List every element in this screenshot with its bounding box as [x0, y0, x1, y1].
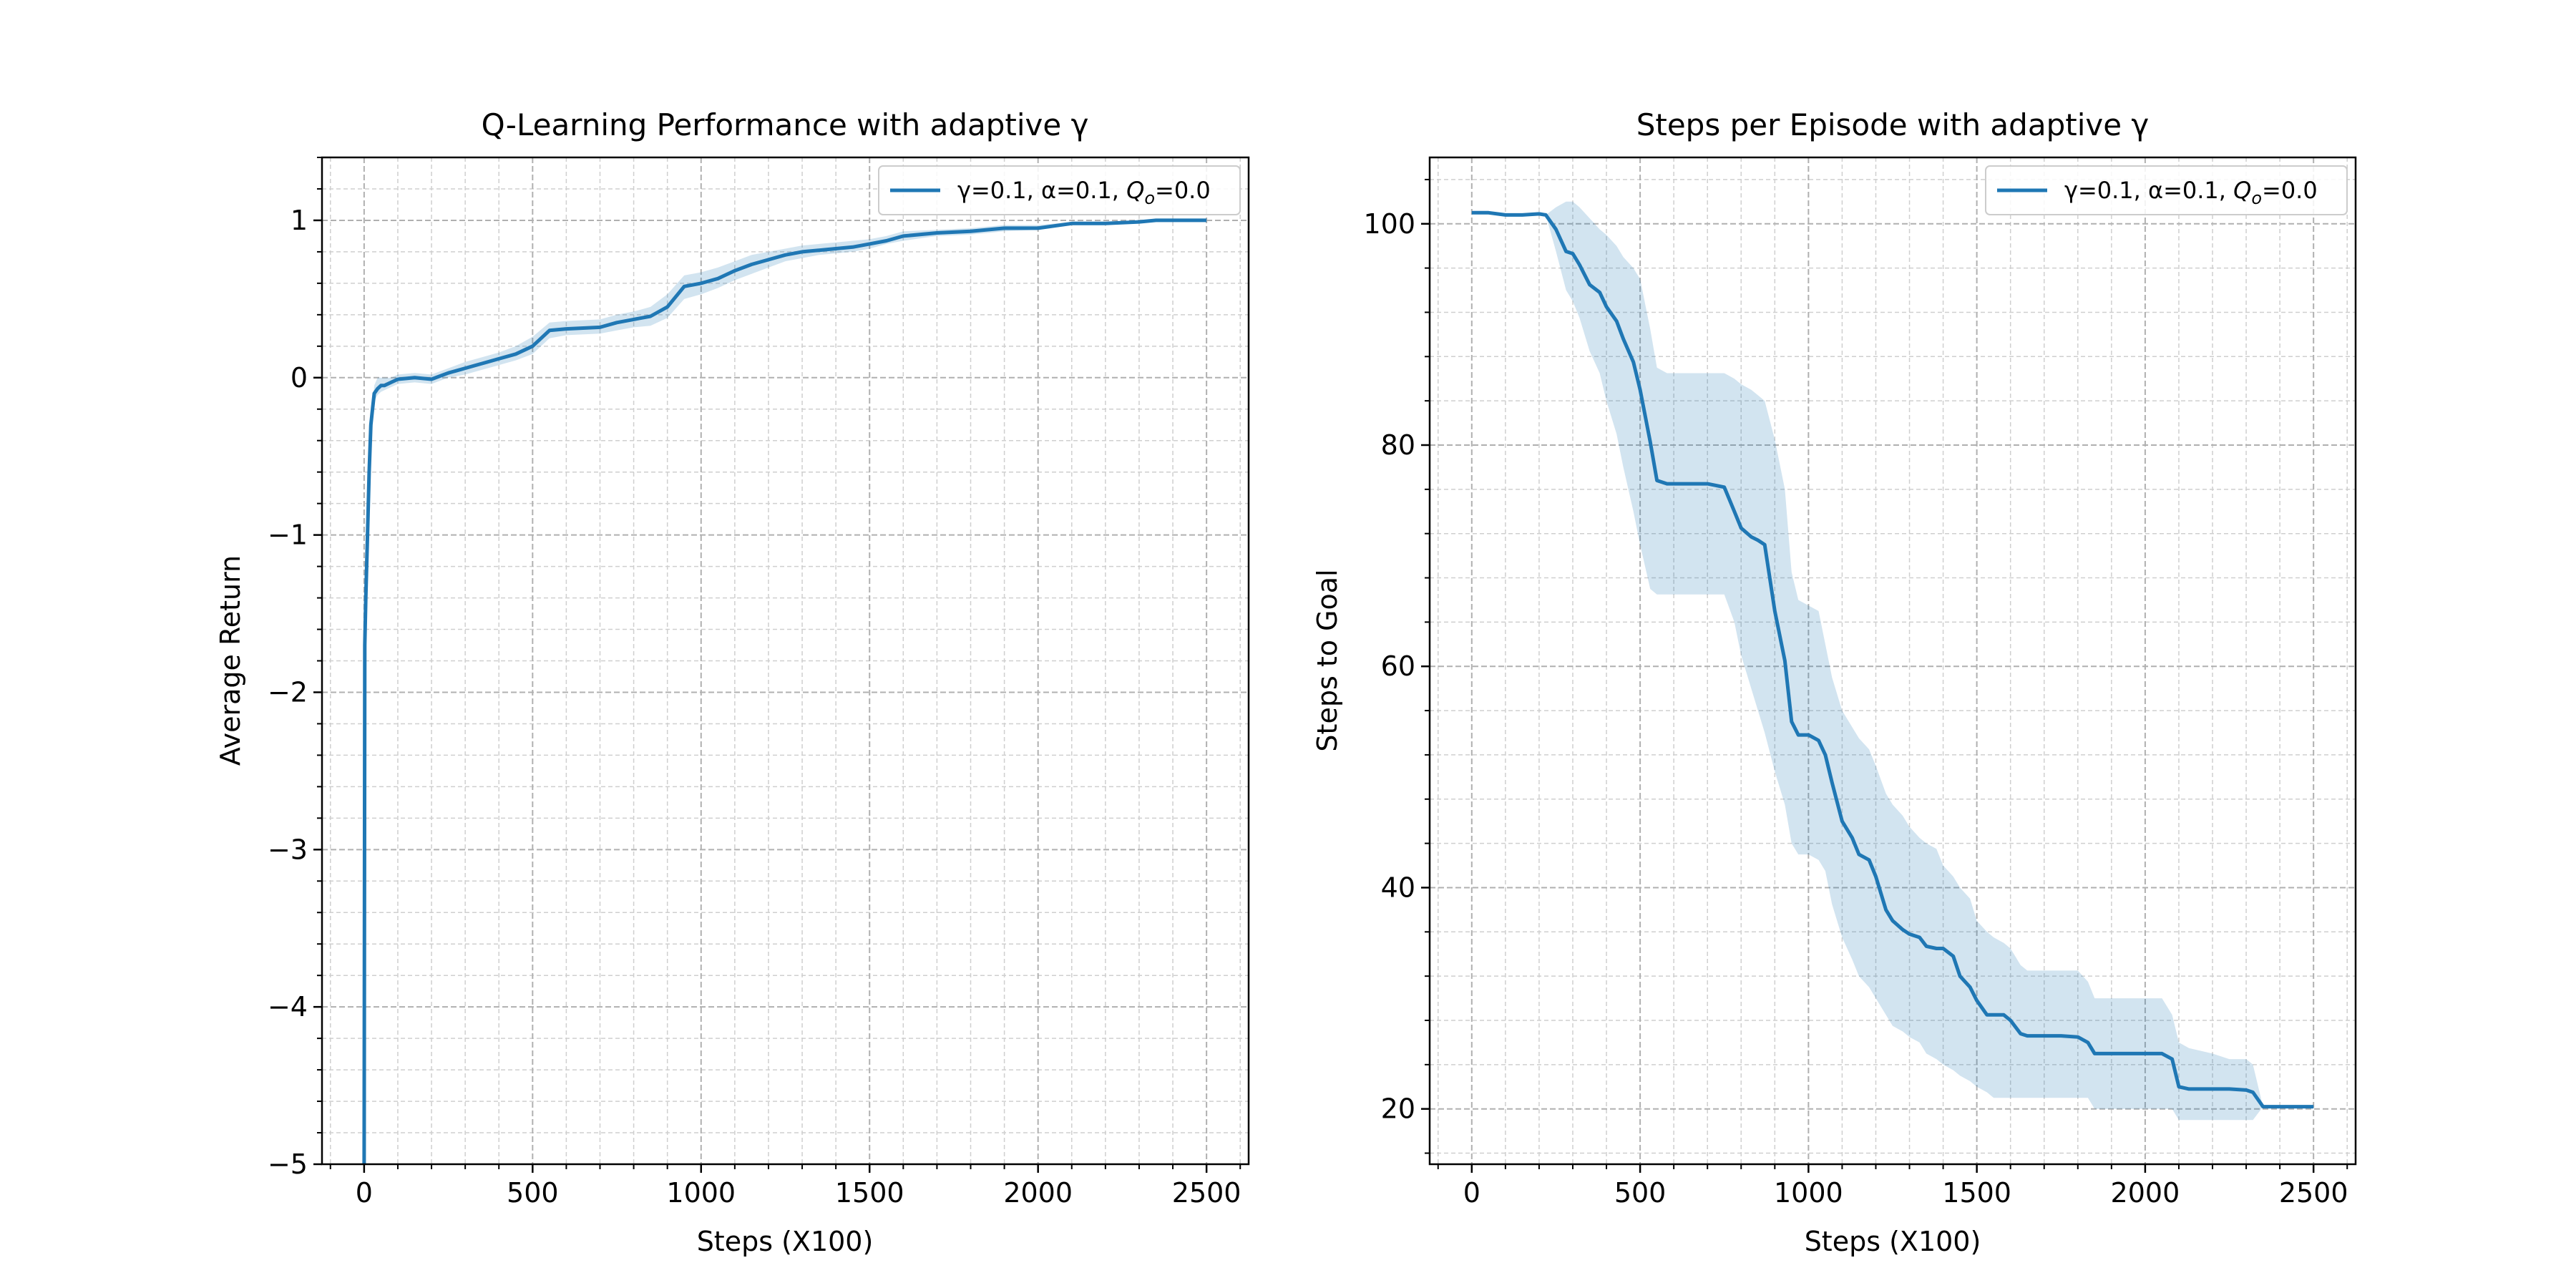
major-grid: [322, 157, 1249, 1165]
x-tick-label: 1500: [1942, 1177, 2011, 1209]
legend-label: γ=0.1, α=0.1, Qo=0.0: [957, 177, 1211, 208]
x-tick-label: 500: [1614, 1177, 1667, 1209]
minor-grid: [322, 157, 1249, 1164]
chart-title: Q-Learning Performance with adaptive γ: [482, 107, 1089, 142]
y-tick-label: −5: [268, 1148, 308, 1180]
y-tick-label: 20: [1381, 1093, 1415, 1125]
confidence-band: [1471, 201, 2314, 1121]
series-lines: [362, 218, 1207, 1165]
legend: γ=0.1, α=0.1, Qo=0.0: [1985, 165, 2348, 215]
confidence-band-area: [1471, 201, 2314, 1121]
legend-label-suffix: =0.0: [2262, 177, 2318, 204]
y-tick-label: 1: [291, 205, 308, 236]
x-tick-label: 1000: [666, 1177, 736, 1209]
y-tick-label: −1: [268, 519, 308, 551]
axes-frame: [1428, 156, 2357, 1166]
legend-box: [1985, 165, 2348, 215]
y-tick-label: 60: [1381, 650, 1415, 682]
y-axis-label: Steps to Goal: [1312, 569, 1343, 751]
chart-title: Steps per Episode with adaptive γ: [1636, 107, 2150, 142]
x-tick-label: 1500: [835, 1177, 904, 1209]
y-tick-label: 40: [1381, 872, 1415, 903]
y-tick-label: 100: [1363, 208, 1415, 240]
x-tick-label: 0: [1463, 1177, 1480, 1209]
legend-label-prefix: γ=0.1, α=0.1,: [957, 177, 1126, 204]
major-grid: [1430, 157, 2356, 1164]
y-tick-label: −3: [268, 834, 308, 865]
legend-label-math: Q: [1126, 177, 1144, 204]
legend-label-subscript: o: [2251, 188, 2262, 208]
legend-label-prefix: γ=0.1, α=0.1,: [2064, 177, 2233, 204]
legend-label-suffix: =0.0: [1155, 177, 1211, 204]
x-axis-label: Steps (X100): [697, 1226, 874, 1257]
axes-frame-rect: [1428, 156, 2357, 1166]
x-ticks: 0 500 1000 1500 2000 2500: [329, 1164, 1241, 1209]
legend-box: [878, 165, 1241, 215]
x-tick-label: 2500: [2279, 1177, 2348, 1209]
series-lines: [1471, 210, 2314, 1109]
x-tick-label: 2000: [1003, 1177, 1073, 1209]
legend-label: γ=0.1, α=0.1, Qo=0.0: [2064, 177, 2318, 208]
y-ticks: 20 40 60 80 100: [1363, 178, 1430, 1154]
legend-label-math: Q: [2233, 177, 2251, 204]
y-ticks: −5 −4 −3 −2 −1 0 1: [268, 157, 322, 1180]
y-tick-label: 80: [1381, 429, 1415, 461]
legend: γ=0.1, α=0.1, Qo=0.0: [878, 165, 1241, 215]
minor-grid: [1430, 157, 2356, 1164]
y-tick-label: −4: [268, 991, 308, 1023]
x-tick-label: 500: [507, 1177, 559, 1209]
x-tick-label: 2000: [2111, 1177, 2180, 1209]
chart-panel-returns: 0 500 1000 1500 2000 2500 −5 −4 −3 −2 −1 0 1 Q-Lear…: [215, 107, 1250, 1257]
x-ticks: 0 500 1000 1500 2000 2500: [1437, 1164, 2348, 1209]
series-line: [1471, 210, 2314, 1109]
x-tick-label: 2500: [1172, 1177, 1241, 1209]
series-line: [362, 218, 1207, 1165]
x-tick-label: 0: [356, 1177, 373, 1209]
legend-label-subscript: o: [1144, 188, 1155, 208]
y-tick-label: −2: [268, 676, 308, 708]
y-tick-label: 0: [291, 362, 308, 394]
x-tick-label: 1000: [1774, 1177, 1843, 1209]
y-axis-label: Average Return: [215, 555, 246, 766]
x-axis-label: Steps (X100): [1805, 1226, 1981, 1257]
chart-panel-steps: 0 500 1000 1500 2000 2500 20 40 60 80 100 Steps p…: [1312, 107, 2357, 1257]
